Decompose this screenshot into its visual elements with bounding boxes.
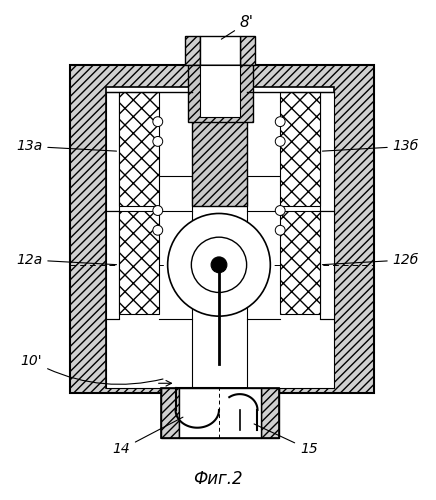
Bar bbox=[280, 92, 320, 206]
Circle shape bbox=[153, 136, 163, 146]
Text: 10': 10' bbox=[20, 354, 163, 384]
Bar bbox=[178, 388, 262, 438]
Circle shape bbox=[275, 226, 285, 235]
Bar bbox=[106, 210, 119, 319]
Text: 12а: 12а bbox=[16, 253, 116, 267]
Bar bbox=[161, 388, 178, 438]
Bar bbox=[200, 36, 240, 66]
Circle shape bbox=[275, 136, 285, 146]
Text: 14: 14 bbox=[112, 417, 183, 457]
Circle shape bbox=[211, 257, 227, 272]
Bar bbox=[280, 210, 320, 314]
Bar bbox=[106, 176, 192, 388]
Circle shape bbox=[153, 206, 163, 216]
Text: Фиг.2: Фиг.2 bbox=[193, 470, 243, 488]
Bar bbox=[320, 210, 334, 319]
Text: 13а: 13а bbox=[16, 140, 116, 153]
Bar bbox=[161, 388, 279, 438]
Bar bbox=[185, 36, 200, 66]
Text: 12б: 12б bbox=[323, 253, 419, 267]
Circle shape bbox=[153, 116, 163, 126]
Text: 8': 8' bbox=[221, 16, 254, 39]
Circle shape bbox=[275, 206, 285, 216]
Circle shape bbox=[153, 226, 163, 235]
Circle shape bbox=[275, 116, 285, 126]
Bar bbox=[262, 388, 279, 438]
Bar bbox=[200, 66, 240, 116]
Bar bbox=[188, 66, 252, 122]
Circle shape bbox=[168, 214, 270, 316]
Bar bbox=[70, 66, 374, 393]
Circle shape bbox=[191, 237, 247, 292]
Bar bbox=[106, 92, 119, 210]
Bar bbox=[247, 176, 334, 388]
Bar bbox=[106, 87, 334, 388]
Bar bbox=[240, 36, 255, 66]
Bar bbox=[192, 66, 247, 205]
Bar bbox=[119, 92, 159, 206]
Text: 15: 15 bbox=[254, 424, 318, 456]
Bar bbox=[119, 210, 159, 314]
Text: 13б: 13б bbox=[323, 140, 419, 153]
Bar bbox=[320, 92, 334, 210]
